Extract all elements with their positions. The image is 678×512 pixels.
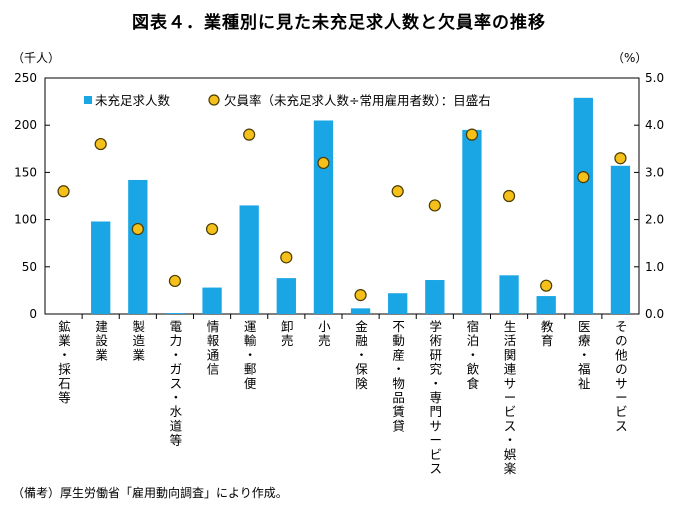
bar-series [91, 97, 631, 314]
bar [425, 280, 445, 314]
category-label: 学術研究・専門サービス [430, 319, 443, 476]
bar [610, 165, 631, 314]
legend-dot-label: 欠員率（未充足求人数÷常用雇用者数）：目盛右 [224, 93, 491, 108]
category-label: 生活関連サービス・娯楽 [504, 319, 517, 476]
category-label: 卸売 [281, 319, 294, 348]
left-tick-label: 250 [14, 71, 37, 85]
category-label: 電力・ガス・水道等 [170, 319, 183, 448]
left-tick-label: 100 [14, 213, 37, 227]
rate-point [94, 137, 107, 151]
category-label: 宿泊・飲食 [467, 319, 480, 391]
category-label: 金融・保険 [355, 319, 368, 391]
bar [202, 287, 222, 314]
legend: 未充足求人数 欠員率（未充足求人数÷常用雇用者数）：目盛右 [84, 93, 491, 108]
rate-series [57, 128, 627, 302]
legend-bar-label: 未充足求人数 [95, 93, 171, 108]
rate-point [502, 189, 516, 203]
rate-point [391, 185, 404, 198]
bar [536, 296, 556, 314]
category-label: 医療・福祉 [578, 319, 591, 391]
rate-point [57, 185, 70, 198]
source-note: （備考）厚生労働省「雇用動向調査」により作成。 [12, 486, 288, 500]
category-label: 教育 [541, 319, 554, 348]
bar [128, 179, 148, 314]
bar [388, 293, 408, 314]
legend-dot-swatch [208, 94, 220, 106]
category-label: 運輸・郵便 [244, 319, 257, 391]
legend-bar-swatch [84, 96, 92, 104]
category-label: 小売 [318, 319, 331, 348]
bar [499, 275, 519, 314]
bar [276, 278, 296, 314]
bar [239, 205, 259, 314]
left-tick-label: 0 [29, 307, 37, 321]
right-axis-ticks: 0.0 1.0 2.0 3.0 4.0 5.0 [634, 71, 664, 321]
category-label: その他のサービス [615, 319, 628, 433]
bar [165, 313, 185, 314]
rate-point [465, 128, 479, 141]
category-label: 情報通信 [207, 319, 220, 377]
rate-point [243, 128, 256, 141]
rate-point [428, 199, 441, 212]
category-label: 不動産・物品賃貸 [392, 319, 405, 433]
rate-point [614, 152, 627, 165]
chart-title: 図表４．業種別に見た未充足求人数と欠員率の推移 [132, 13, 546, 33]
bar [462, 129, 482, 314]
left-axis-unit: （千人） [12, 51, 60, 65]
left-tick-label: 150 [14, 165, 37, 179]
rate-point [168, 274, 182, 288]
right-tick-label: 3.0 [645, 165, 664, 179]
right-tick-label: 1.0 [645, 260, 664, 274]
category-label: 製造業 [133, 319, 146, 362]
bar [91, 221, 111, 314]
rate-point [131, 222, 144, 236]
left-axis-ticks: 0 50 100 150 200 250 [14, 71, 50, 321]
rate-point [577, 171, 590, 184]
right-tick-label: 5.0 [645, 71, 664, 85]
rate-point [280, 251, 293, 264]
right-tick-label: 2.0 [645, 213, 664, 227]
left-tick-label: 50 [22, 260, 37, 274]
rate-point [354, 289, 367, 302]
bar [573, 97, 593, 314]
left-tick-label: 200 [14, 118, 37, 132]
bar [350, 308, 371, 314]
rate-point [317, 156, 330, 170]
bar [313, 120, 334, 314]
category-label: 建設業 [95, 319, 108, 362]
plot-frame [44, 77, 640, 319]
category-label: 鉱業・採石等 [58, 319, 71, 405]
right-tick-label: 4.0 [645, 118, 664, 132]
right-axis-unit: （%） [612, 51, 647, 65]
rate-point [540, 279, 553, 292]
rate-point [205, 222, 219, 236]
right-tick-label: 0.0 [645, 307, 664, 321]
